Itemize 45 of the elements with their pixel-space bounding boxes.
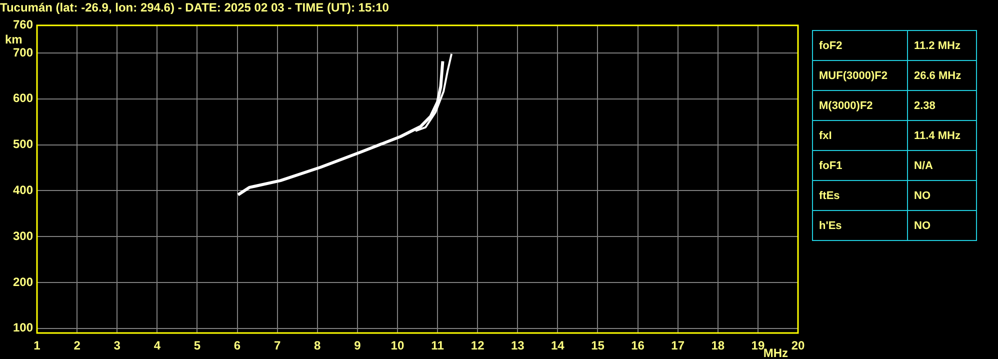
y-tick-label: 500 bbox=[12, 137, 34, 152]
x-tick-label: 9 bbox=[354, 338, 362, 353]
x-tick-label: 14 bbox=[551, 338, 565, 353]
x-tick-label: 13 bbox=[510, 338, 525, 353]
y-tick-label: 760 bbox=[12, 18, 34, 32]
y-tick-label: 600 bbox=[12, 91, 34, 106]
text: M(3000)F2 bbox=[812, 90, 908, 120]
text: 11.4 MHz bbox=[908, 120, 976, 150]
y-tick-label: 100 bbox=[12, 320, 34, 335]
text: NO bbox=[908, 210, 976, 240]
x-tick-label: 19 bbox=[751, 338, 765, 353]
text: N/A bbox=[908, 150, 976, 180]
x-tick-label: 1 bbox=[34, 338, 41, 353]
text: fxI bbox=[812, 120, 908, 150]
x-tick-label: 11 bbox=[431, 338, 444, 353]
x-tick-label: 4 bbox=[154, 338, 161, 353]
y-axis-title: km bbox=[5, 32, 22, 46]
y-tick-label: 300 bbox=[12, 228, 34, 243]
x-tick-label: 7 bbox=[274, 338, 281, 353]
text: 2.38 bbox=[908, 90, 976, 120]
x-tick-label: 15 bbox=[591, 338, 605, 353]
text: h'Es bbox=[812, 210, 908, 240]
x-tick-label: 12 bbox=[470, 338, 485, 353]
text: MUF(3000)F2 bbox=[812, 60, 908, 90]
x-tick-label: 16 bbox=[631, 338, 645, 353]
x-tick-label: 8 bbox=[314, 338, 322, 353]
text: foF2 bbox=[812, 30, 908, 60]
x-tick-label: 17 bbox=[671, 338, 685, 353]
x-tick-label: 3 bbox=[114, 338, 121, 353]
x-tick-label: 20 bbox=[791, 338, 805, 353]
x-axis-title: MHz bbox=[763, 346, 788, 359]
text: 11.2 MHz bbox=[908, 30, 976, 60]
text: 26.6 MHz bbox=[908, 60, 976, 90]
y-tick-label: 200 bbox=[12, 274, 34, 289]
y-tick-label: 400 bbox=[12, 182, 34, 197]
text: foF1 bbox=[812, 150, 908, 180]
y-tick-label: 700 bbox=[12, 45, 34, 60]
x-tick-label: 10 bbox=[390, 338, 404, 353]
x-tick-label: 6 bbox=[234, 338, 241, 353]
x-tick-label: 18 bbox=[711, 338, 725, 353]
text: NO bbox=[908, 180, 976, 210]
chart-title: Tucumán (lat: -26.9, lon: 294.6) - DATE: 2025 02 03 - TIME (UT): 15:10 bbox=[0, 0, 390, 15]
text: ftEs bbox=[812, 180, 908, 210]
x-tick-label: 5 bbox=[194, 338, 201, 353]
x-tick-label: 2 bbox=[74, 338, 81, 353]
